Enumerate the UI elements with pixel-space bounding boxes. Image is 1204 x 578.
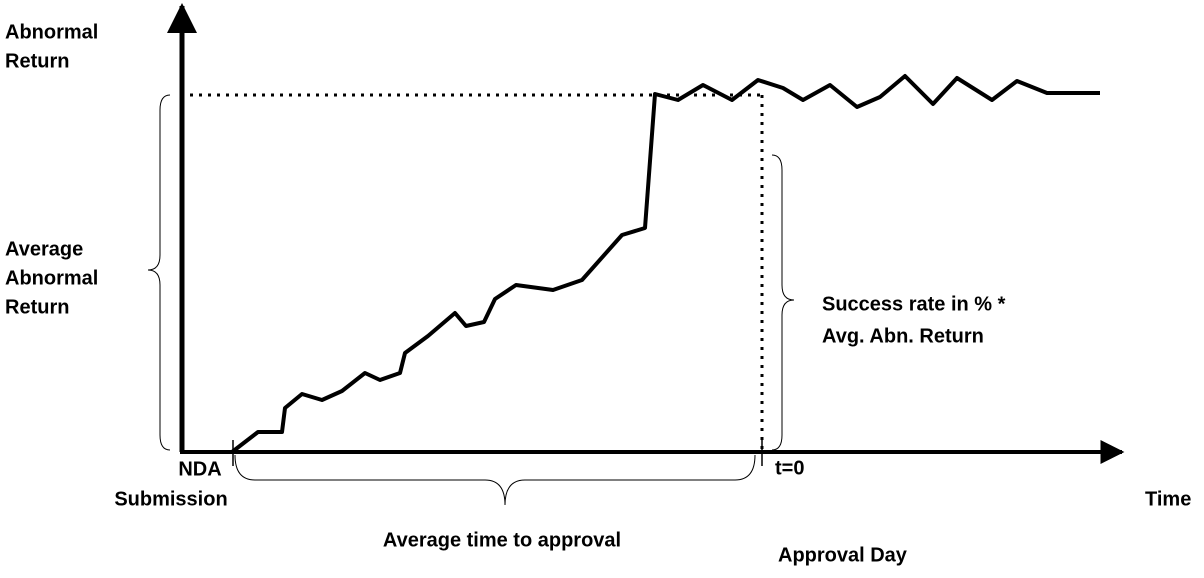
event-label: t=0 xyxy=(775,457,804,479)
y-axis-label: Abnormal xyxy=(5,21,98,43)
right-brace-label: Avg. Abn. Return xyxy=(822,325,984,347)
y-axis-label: Return xyxy=(5,50,69,72)
bottom-brace xyxy=(234,454,756,506)
start-label: NDA xyxy=(178,458,221,480)
right-brace-label: Success rate in % * xyxy=(822,293,1006,315)
left-brace xyxy=(147,94,171,451)
right-brace xyxy=(771,154,795,451)
return-curve xyxy=(230,74,1100,454)
left-brace-label: Return xyxy=(5,296,69,318)
bottom-brace-label: Average time to approval xyxy=(383,529,621,551)
left-brace-label: Abnormal xyxy=(5,267,98,289)
event-name: Approval Day xyxy=(778,544,908,566)
left-brace-label: Average xyxy=(5,238,83,260)
start-label: Submission xyxy=(114,488,227,510)
x-axis-label: Time xyxy=(1145,488,1191,510)
